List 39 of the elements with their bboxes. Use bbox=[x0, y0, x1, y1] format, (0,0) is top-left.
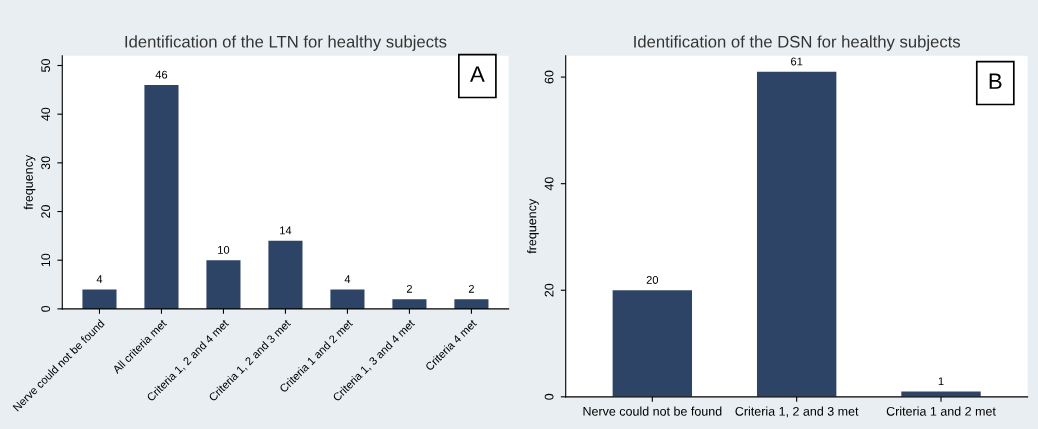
bar bbox=[144, 84, 179, 309]
x-tick-label: Nerve could not be found bbox=[583, 406, 722, 416]
bar bbox=[392, 299, 427, 309]
bar bbox=[268, 240, 303, 309]
data-label: 14 bbox=[280, 226, 292, 235]
y-tick-label: 20 bbox=[41, 205, 51, 218]
bar bbox=[454, 299, 489, 309]
y-axis-title: frequency bbox=[23, 154, 36, 210]
chart-title: Identification of the DSN for healthy subjects bbox=[634, 35, 961, 51]
y-tick-label: 10 bbox=[41, 253, 51, 267]
data-label: 2 bbox=[468, 284, 474, 293]
y-tick-label: 0 bbox=[41, 305, 51, 312]
chart-title: Identification of the LTN for healthy subjects bbox=[125, 35, 447, 51]
y-tick-label: 30 bbox=[41, 156, 51, 170]
data-label: 4 bbox=[344, 275, 351, 283]
bar bbox=[756, 71, 837, 397]
y-tick-label: 50 bbox=[41, 59, 51, 72]
bar bbox=[612, 290, 693, 397]
y-tick-label: 60 bbox=[544, 70, 554, 84]
data-label: 1 bbox=[938, 377, 944, 386]
bar bbox=[330, 289, 365, 309]
data-label: 46 bbox=[155, 70, 168, 79]
data-label: 10 bbox=[218, 245, 230, 254]
y-tick-label: 0 bbox=[544, 393, 554, 400]
bar bbox=[206, 260, 241, 309]
y-tick-label: 20 bbox=[544, 283, 554, 297]
data-label: 61 bbox=[791, 57, 803, 66]
y-tick-label: 40 bbox=[41, 107, 51, 121]
annotation: A bbox=[470, 66, 485, 82]
x-tick-label: Criteria 1 and 2 met bbox=[886, 406, 996, 416]
data-label: 20 bbox=[646, 276, 659, 284]
data-label: 2 bbox=[406, 284, 412, 293]
y-tick-label: 40 bbox=[544, 177, 554, 191]
bar bbox=[82, 289, 117, 309]
y-axis-title: frequency bbox=[527, 198, 539, 254]
bar bbox=[901, 391, 981, 397]
data-label: 4 bbox=[96, 275, 103, 283]
x-tick-label: Criteria 1, 2 and 3 met bbox=[735, 406, 859, 418]
annotation: B bbox=[989, 73, 1002, 89]
